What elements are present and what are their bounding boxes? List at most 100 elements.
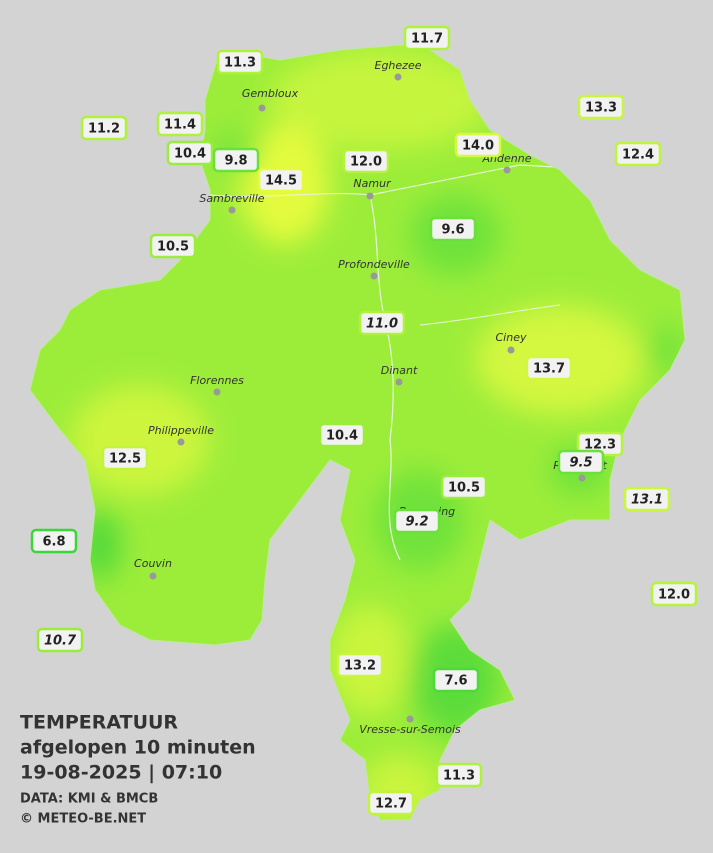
town-dot [258, 104, 266, 112]
station-box [393, 508, 441, 534]
station: 13.1 [623, 486, 671, 512]
station: 12.3 [576, 431, 624, 457]
station-value: 14.5 [265, 174, 297, 189]
station: 11.3 [216, 49, 264, 75]
copyright: © METEO-BE.NET [20, 812, 146, 827]
station: 13.7 [525, 355, 573, 381]
station-value: 11.2 [88, 122, 120, 137]
station: 14.0 [454, 132, 502, 158]
station-value: 9.5 [569, 456, 592, 471]
province-border [29, 44, 686, 821]
town-dot [394, 73, 402, 81]
station-value: 9.6 [441, 223, 464, 238]
station: 10.4 [166, 140, 214, 166]
town-dot [177, 438, 185, 446]
station: 12.0 [342, 148, 390, 174]
town-label: Vresse-sur-Semois [359, 723, 461, 736]
town-label: Dinant [381, 364, 418, 377]
town-dot [213, 388, 221, 396]
station-box [30, 528, 78, 554]
station: 12.4 [614, 141, 662, 167]
station-value: 13.2 [344, 659, 376, 674]
station-box [577, 94, 625, 120]
station-box [318, 422, 366, 448]
station-box [614, 141, 662, 167]
station-value: 11.3 [443, 769, 475, 784]
town-label: Profondeville [338, 258, 410, 271]
station-box [212, 147, 260, 173]
source: DATA: KMI & BMCB [20, 792, 158, 807]
station-box [156, 111, 204, 137]
station-box [336, 652, 384, 678]
station-value: 12.4 [622, 148, 654, 163]
station-box [432, 667, 480, 693]
station: 9.2 [393, 508, 441, 534]
station: 12.7 [367, 790, 415, 816]
station-value: 11.0 [366, 317, 398, 332]
town-label: Philippeville [148, 424, 214, 437]
town-dot [395, 378, 403, 386]
town-label: Florennes [190, 374, 244, 387]
station: 6.8 [30, 528, 78, 554]
station-value: 9.8 [224, 154, 247, 169]
town-label: Gembloux [242, 87, 299, 100]
station-value: 12.5 [109, 452, 141, 467]
station-box [36, 627, 84, 653]
station-value: 10.5 [448, 481, 480, 496]
town-dot [507, 346, 515, 354]
station-value: 13.3 [585, 101, 617, 116]
station: 9.6 [429, 216, 477, 242]
station-value: 9.2 [405, 515, 428, 530]
station: 9.8 [212, 147, 260, 173]
town-dot [503, 166, 511, 174]
station-value: 11.3 [224, 56, 256, 71]
station-value: 13.7 [533, 362, 565, 377]
station-box [525, 355, 573, 381]
station-box [650, 581, 698, 607]
station-box [149, 233, 197, 259]
station-value: 10.7 [44, 634, 77, 649]
station-box [257, 167, 305, 193]
town-label: Couvin [134, 557, 172, 570]
station: 12.0 [650, 581, 698, 607]
station-box [557, 449, 605, 475]
town-label: Sambreville [199, 192, 264, 205]
station: 10.5 [440, 474, 488, 500]
station-value: 12.3 [584, 438, 616, 453]
station: 11.2 [80, 115, 128, 141]
station: 12.5 [101, 445, 149, 471]
station-value: 11.7 [411, 32, 443, 47]
town-dot [578, 474, 586, 482]
station-value: 6.8 [42, 535, 65, 550]
station: 11.0 [358, 310, 406, 336]
station-value: 11.4 [164, 118, 196, 133]
station-value: 12.7 [375, 797, 407, 812]
station-box [342, 148, 390, 174]
town-label: Ciney [496, 331, 527, 344]
town-label: Eghezee [375, 59, 422, 72]
station-box [623, 486, 671, 512]
station: 14.5 [257, 167, 305, 193]
station-value: 12.0 [350, 155, 382, 170]
station-value: 10.4 [326, 429, 358, 444]
station-box [166, 140, 214, 166]
station-box [403, 25, 451, 51]
station-box [216, 49, 264, 75]
station: 9.5 [557, 449, 605, 475]
town-dot [370, 272, 378, 280]
station-box [101, 445, 149, 471]
stations: 11.7 11.3 13.3 11.2 11.4 14.0 12.4 10.4 9.8 12.0 1… [30, 25, 698, 816]
station: 13.2 [336, 652, 384, 678]
station: 11.7 [403, 25, 451, 51]
station-box [358, 310, 406, 336]
station: 10.7 [36, 627, 84, 653]
station-value: 10.5 [157, 240, 189, 255]
station-box [367, 790, 415, 816]
station-value: 14.0 [462, 139, 494, 154]
station-box [440, 474, 488, 500]
town-dot [406, 715, 414, 723]
station-value: 12.0 [658, 588, 690, 603]
station: 11.3 [435, 762, 483, 788]
